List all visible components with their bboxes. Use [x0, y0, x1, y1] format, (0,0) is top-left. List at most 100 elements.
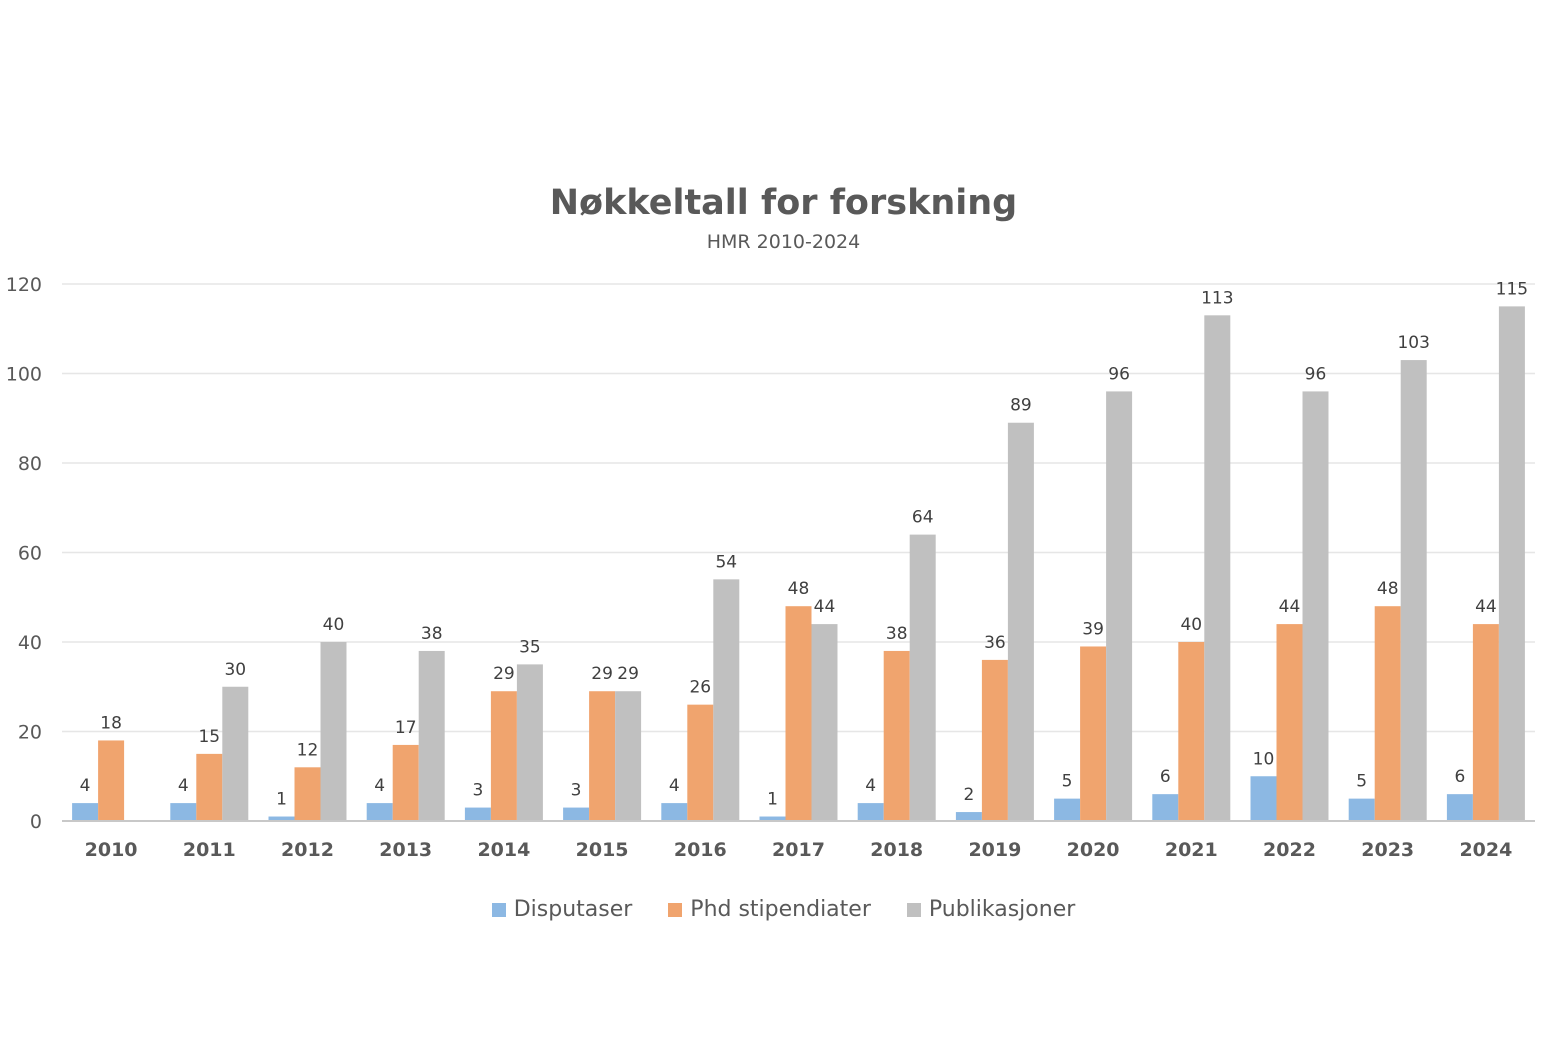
data-label: 5 — [1062, 772, 1073, 792]
data-label: 26 — [689, 678, 711, 698]
bar-phd-stipendiater — [1472, 624, 1499, 821]
x-tick-label: 2010 — [85, 839, 138, 861]
x-tick-label: 2024 — [1459, 839, 1512, 861]
bar-phd-stipendiater — [883, 650, 910, 821]
bar-phd-stipendiater — [1374, 606, 1401, 821]
data-label: 35 — [519, 637, 541, 657]
data-label: 4 — [80, 776, 91, 796]
y-tick-label: 80 — [18, 453, 42, 475]
bar-phd-stipendiater — [1178, 642, 1205, 821]
data-label: 48 — [1377, 579, 1399, 599]
data-label: 4 — [178, 776, 189, 796]
x-tick-label: 2018 — [870, 839, 923, 861]
y-tick-label: 100 — [6, 364, 42, 386]
bar-disputaser — [759, 816, 786, 821]
data-label: 40 — [323, 615, 345, 635]
x-tick-label: 2023 — [1361, 839, 1414, 861]
data-label: 44 — [1475, 597, 1497, 617]
legend-label: Publikasjoner — [928, 897, 1076, 922]
data-label: 1 — [276, 790, 287, 810]
legend-label: Phd stipendiater — [690, 897, 871, 922]
y-tick-label: 20 — [18, 722, 42, 744]
data-label: 44 — [1279, 597, 1301, 617]
data-label: 44 — [814, 597, 836, 617]
data-label: 113 — [1201, 288, 1233, 308]
legend-item: Phd stipendiater — [668, 897, 871, 922]
data-label: 4 — [669, 776, 680, 796]
bar-publikasjoner — [909, 534, 936, 821]
bar-publikasjoner — [320, 642, 347, 821]
data-label: 3 — [571, 781, 582, 801]
bar-publikasjoner — [713, 579, 740, 821]
bar-disputaser — [1250, 776, 1277, 821]
x-tick-label: 2022 — [1263, 839, 1316, 861]
bar-phd-stipendiater — [589, 691, 616, 821]
bar-disputaser — [1348, 798, 1375, 821]
data-label: 48 — [788, 579, 810, 599]
data-label: 38 — [886, 624, 908, 644]
data-label: 115 — [1496, 279, 1528, 299]
data-label: 17 — [395, 718, 417, 738]
bar-publikasjoner — [1302, 391, 1329, 821]
x-tick-label: 2015 — [576, 839, 629, 861]
chart-subtitle: HMR 2010-2024 — [706, 231, 861, 253]
bar-disputaser — [464, 807, 491, 821]
bar-publikasjoner — [516, 664, 543, 821]
data-label: 89 — [1010, 396, 1032, 416]
data-label: 96 — [1108, 364, 1130, 384]
bar-phd-stipendiater — [98, 740, 125, 821]
data-label: 6 — [1454, 767, 1465, 787]
bar-disputaser — [857, 803, 884, 821]
bar-disputaser — [1054, 798, 1081, 821]
data-label: 1 — [767, 790, 778, 810]
legend-swatch — [668, 902, 683, 917]
x-tick-label: 2021 — [1165, 839, 1218, 861]
bar-disputaser — [170, 803, 197, 821]
data-label: 54 — [715, 552, 737, 572]
legend-swatch — [906, 902, 921, 917]
y-tick-label: 120 — [6, 274, 42, 296]
x-tick-label: 2012 — [281, 839, 334, 861]
data-label: 6 — [1160, 767, 1171, 787]
data-label: 64 — [912, 508, 934, 528]
bar-disputaser — [1152, 794, 1179, 821]
x-tick-label: 2011 — [183, 839, 236, 861]
x-tick-label: 2014 — [477, 839, 530, 861]
data-label: 15 — [198, 727, 220, 747]
bar-phd-stipendiater — [1080, 646, 1107, 821]
bar-publikasjoner — [1204, 315, 1231, 821]
bar-publikasjoner — [811, 624, 838, 821]
bar-publikasjoner — [418, 650, 445, 821]
chart-legend: Disputaser Phd stipendiater Publikasjoner — [0, 897, 1567, 922]
y-tick-label: 60 — [18, 543, 42, 565]
x-tick-label: 2019 — [968, 839, 1021, 861]
data-label: 39 — [1082, 619, 1104, 639]
data-label: 3 — [472, 781, 483, 801]
data-label: 96 — [1305, 364, 1327, 384]
bar-disputaser — [268, 816, 295, 821]
bar-phd-stipendiater — [687, 704, 714, 821]
data-label: 38 — [421, 624, 443, 644]
data-label: 103 — [1397, 333, 1429, 353]
bar-disputaser — [661, 803, 688, 821]
data-label: 29 — [617, 664, 639, 684]
bar-phd-stipendiater — [981, 659, 1008, 821]
bar-publikasjoner — [1400, 360, 1427, 821]
bar-disputaser — [1446, 794, 1473, 821]
bar-disputaser — [955, 812, 982, 821]
x-tick-label: 2013 — [379, 839, 432, 861]
bar-publikasjoner — [1007, 422, 1034, 821]
data-label: 2 — [963, 785, 974, 805]
data-label: 5 — [1356, 772, 1367, 792]
data-label: 30 — [224, 660, 246, 680]
bar-publikasjoner — [222, 686, 249, 821]
legend-swatch — [491, 902, 506, 917]
data-label: 40 — [1180, 615, 1202, 635]
x-tick-label: 2016 — [674, 839, 727, 861]
bar-publikasjoner — [615, 691, 642, 821]
bar-publikasjoner — [1106, 391, 1133, 821]
bar-disputaser — [72, 803, 99, 821]
data-label: 29 — [493, 664, 515, 684]
